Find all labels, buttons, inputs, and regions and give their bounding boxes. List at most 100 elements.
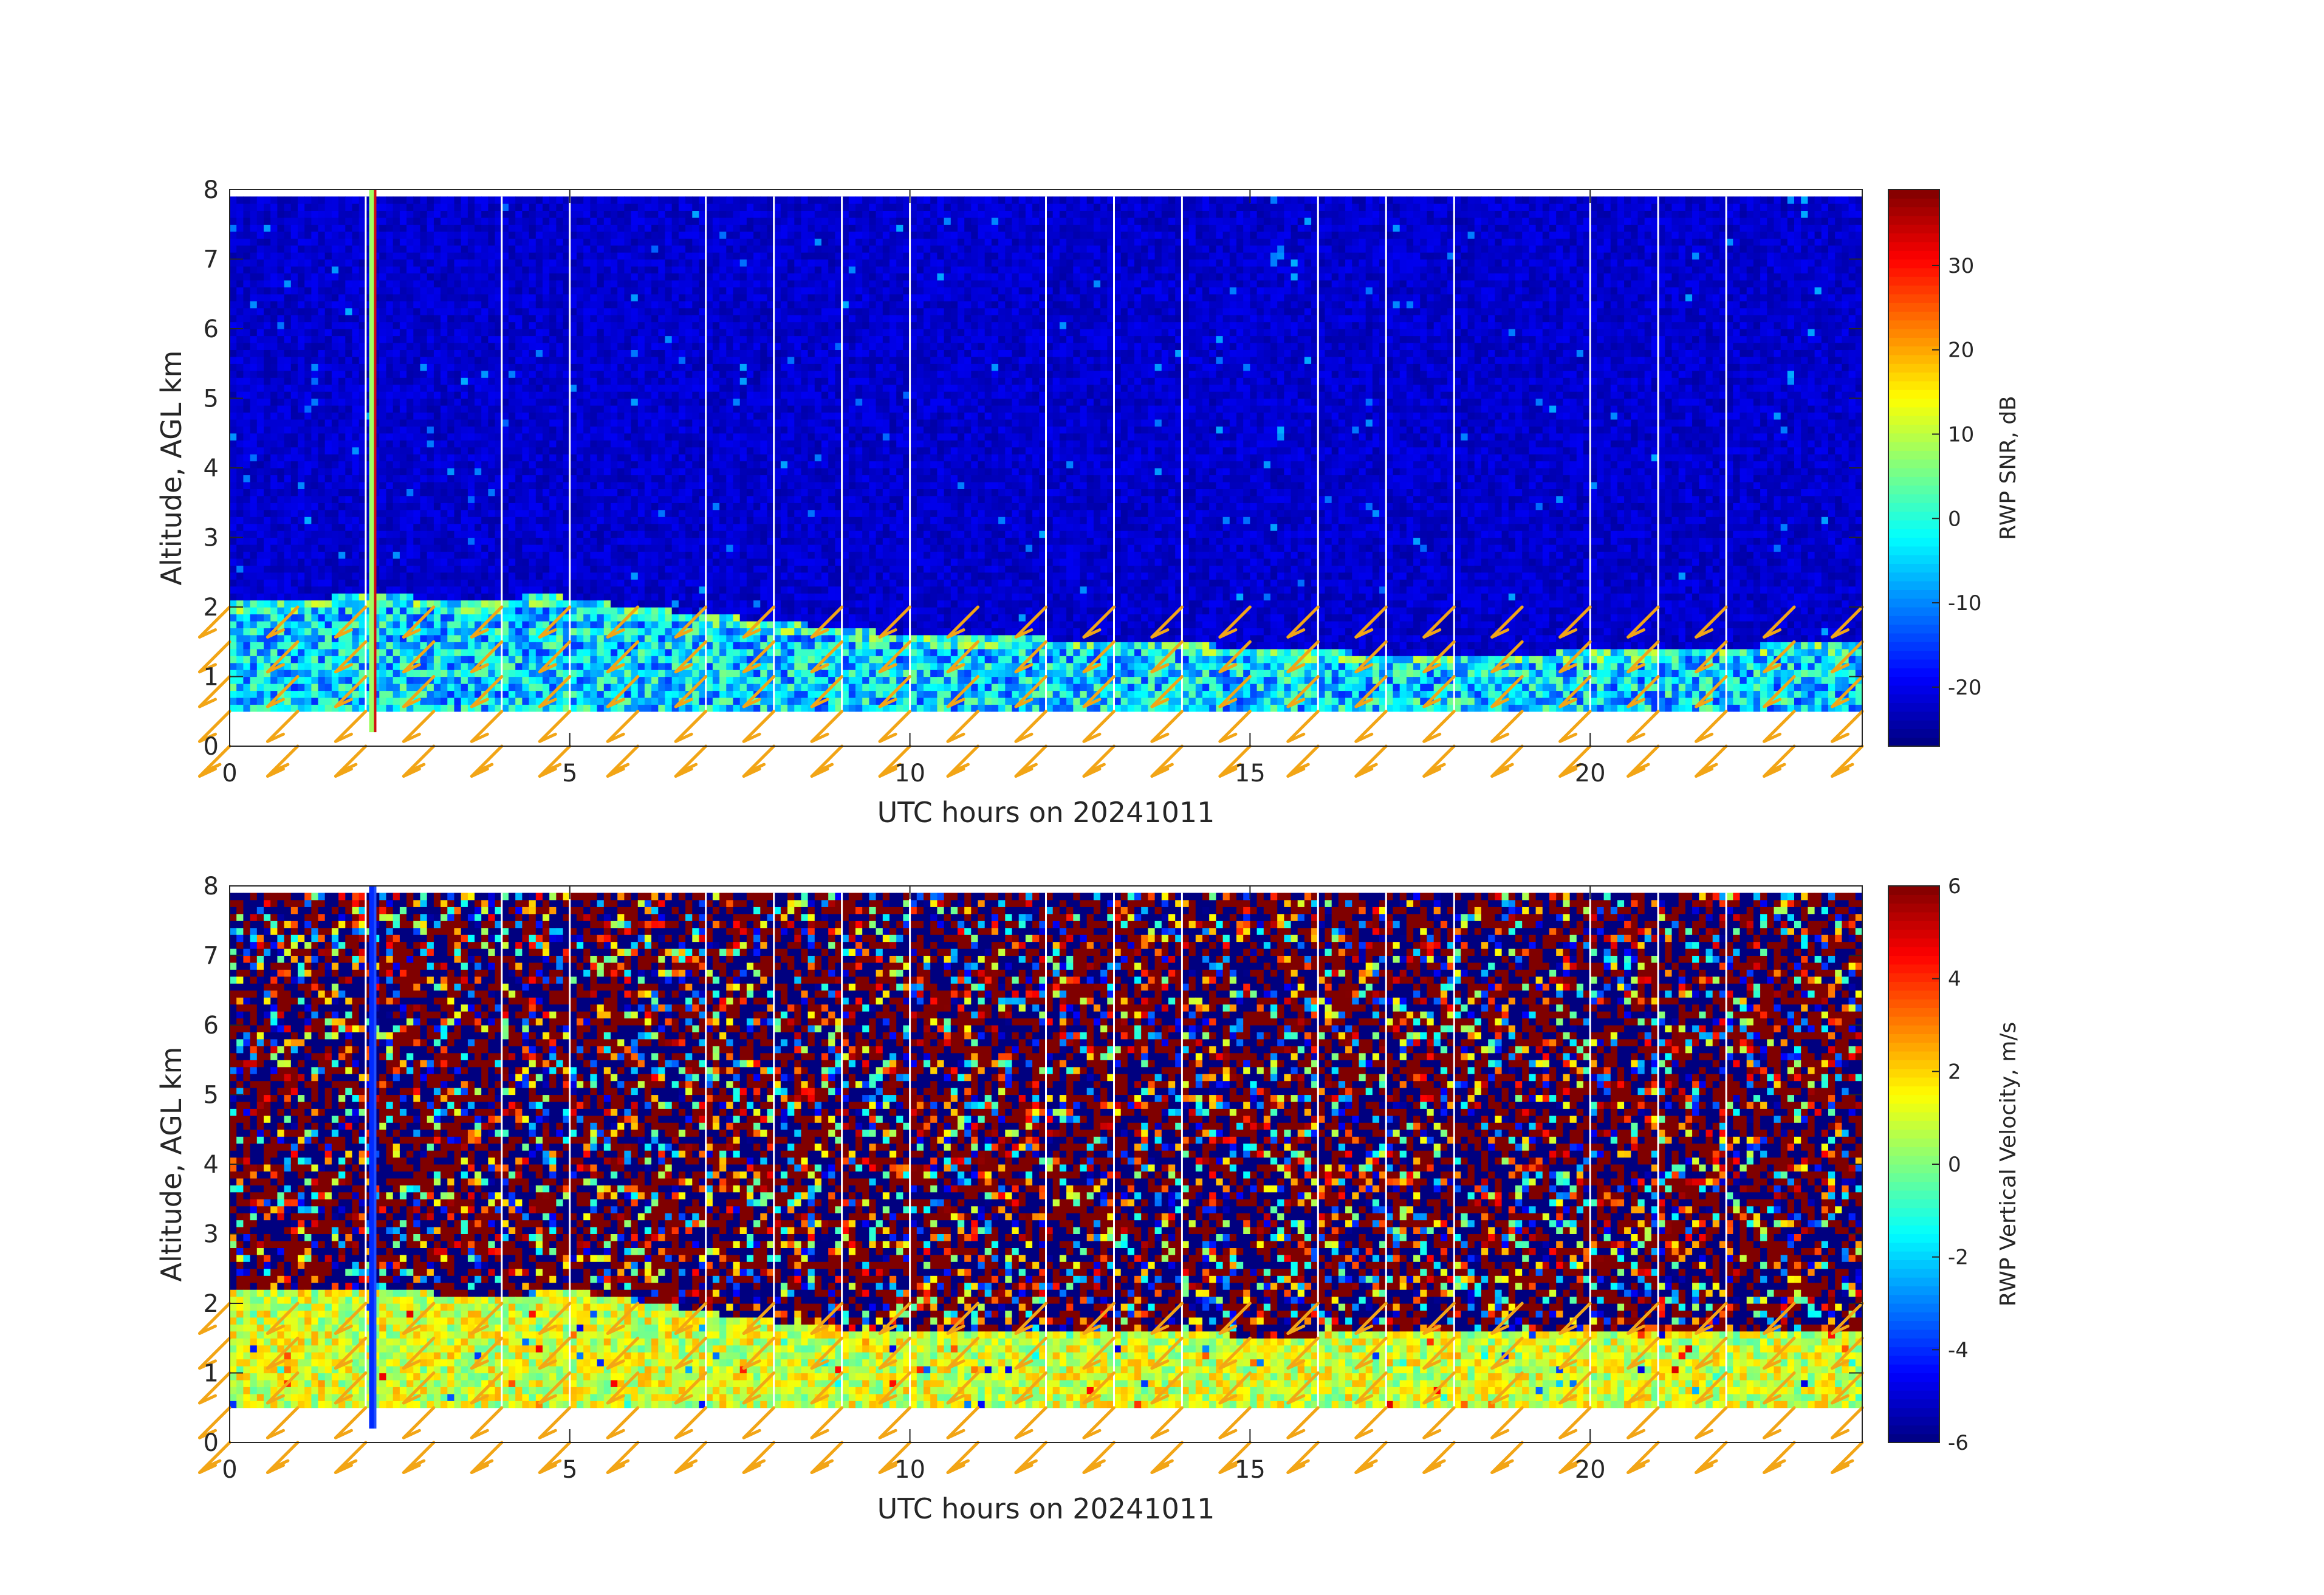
heatmap-cell (475, 217, 482, 225)
heatmap-cell (311, 600, 319, 608)
heatmap-cell (658, 273, 666, 281)
heatmap-cell (637, 315, 645, 323)
heatmap-cell (603, 461, 611, 468)
heatmap-cell (399, 656, 407, 664)
heatmap-cell (577, 252, 584, 260)
heatmap-cell (386, 586, 394, 594)
heatmap-cell (284, 495, 292, 503)
heatmap-cell (284, 537, 292, 545)
heatmap-cell (298, 349, 305, 357)
heatmap-cell (461, 489, 468, 496)
heatmap-cell (298, 690, 305, 698)
heatmap-cell (624, 676, 632, 684)
heatmap-cell (277, 315, 285, 323)
heatmap-cell (270, 676, 278, 684)
heatmap-cell (509, 335, 516, 343)
heatmap-cell (658, 329, 666, 337)
heatmap-cell (277, 419, 285, 427)
heatmap-cell (420, 503, 428, 510)
heatmap-cell (447, 363, 455, 371)
heatmap-cell (549, 342, 557, 350)
heatmap-cell (475, 684, 482, 691)
heatmap-cell (597, 419, 605, 427)
heatmap-cell (556, 656, 564, 664)
heatmap-cell (243, 273, 251, 281)
heatmap-cell (413, 259, 421, 267)
heatmap-cell (243, 544, 251, 552)
heatmap-cell (644, 468, 652, 476)
heatmap-cell (569, 530, 577, 538)
heatmap-cell (637, 447, 645, 454)
heatmap-cell (475, 614, 482, 622)
heatmap-cell (427, 273, 434, 281)
heatmap-cell (440, 259, 448, 267)
heatmap-cell (590, 245, 598, 253)
heatmap-cell (304, 572, 312, 580)
heatmap-cell (501, 481, 509, 489)
heatmap-cell (304, 266, 312, 273)
heatmap-cell (331, 342, 339, 350)
heatmap-cell (671, 293, 679, 301)
heatmap-cell (318, 503, 326, 510)
heatmap-cell (318, 537, 326, 545)
heatmap-cell (427, 287, 434, 295)
heatmap-cell (624, 565, 632, 573)
heatmap-cell (481, 405, 488, 413)
heatmap-cell (324, 565, 332, 573)
heatmap-cell (358, 329, 366, 337)
heatmap-cell (338, 634, 346, 642)
heatmap-cell (433, 391, 441, 399)
heatmap-cell (569, 301, 577, 309)
heatmap-cell (447, 481, 455, 489)
heatmap-cell (590, 656, 598, 664)
heatmap-cell (651, 321, 659, 329)
heatmap-cell (597, 329, 605, 337)
heatmap-cell (617, 210, 625, 218)
heatmap-cell (637, 656, 645, 664)
heatmap-cell (406, 342, 414, 350)
heatmap-cell (358, 238, 366, 246)
heatmap-cell (230, 475, 237, 482)
heatmap-cell (413, 433, 421, 441)
heatmap-cell (535, 266, 543, 273)
heatmap-cell (563, 426, 571, 434)
heatmap-cell (420, 607, 428, 615)
heatmap-cell (406, 363, 414, 371)
heatmap-cell (569, 293, 577, 301)
heatmap-cell (481, 544, 488, 552)
heatmap-cell (413, 551, 421, 559)
heatmap-cell (406, 238, 414, 246)
heatmap-cell (345, 301, 353, 309)
heatmap-cell (413, 391, 421, 399)
heatmap-cell (318, 495, 326, 503)
heatmap-cell (590, 419, 598, 427)
heatmap-cell (577, 224, 584, 232)
heatmap-cell (318, 690, 326, 698)
heatmap-cell (529, 461, 536, 468)
heatmap-cell (522, 593, 530, 601)
heatmap-cell (270, 419, 278, 427)
heatmap-cell (488, 704, 496, 712)
heatmap-cell (230, 628, 237, 636)
heatmap-cell (509, 662, 516, 670)
heatmap-cell (475, 384, 482, 392)
heatmap-cell (597, 676, 605, 684)
heatmap-cell (440, 447, 448, 454)
heatmap-cell (617, 293, 625, 301)
heatmap-cell (624, 217, 632, 225)
heatmap-cell (440, 273, 448, 281)
heatmap-cell (583, 287, 591, 295)
heatmap-cell (549, 321, 557, 329)
heatmap-cell (413, 676, 421, 684)
heatmap-cell (535, 509, 543, 517)
heatmap-cell (671, 259, 679, 267)
heatmap-cell (522, 412, 530, 420)
heatmap-cell (529, 356, 536, 364)
heatmap-cell (583, 342, 591, 350)
heatmap-cell (358, 662, 366, 670)
heatmap-cell (644, 572, 652, 580)
heatmap-cell (535, 544, 543, 552)
heatmap-cell (290, 447, 298, 454)
heatmap-cell (529, 475, 536, 482)
heatmap-cell (379, 579, 387, 587)
